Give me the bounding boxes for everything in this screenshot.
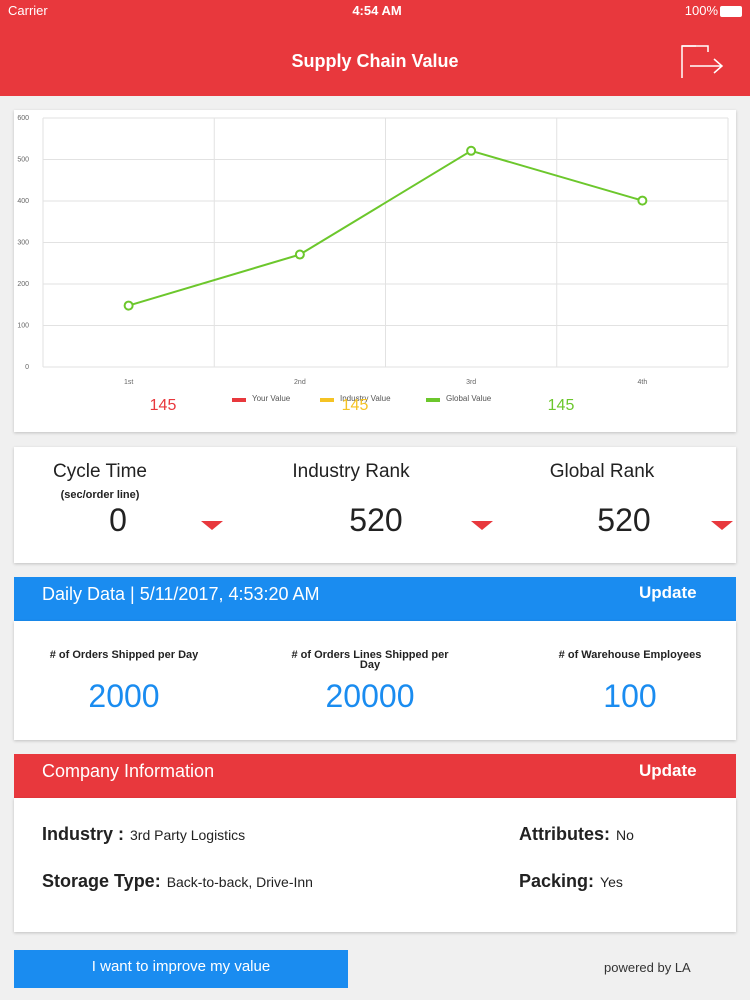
daily-value: 2000 xyxy=(88,678,160,714)
legend-label: Your Value xyxy=(252,394,291,403)
x-tick-label: 2nd xyxy=(294,379,306,386)
trend-arrow xyxy=(711,521,733,530)
y-tick-label: 400 xyxy=(17,198,29,205)
carrier: Carrier xyxy=(8,3,48,18)
company-field: Packing: Yes xyxy=(519,871,623,892)
series-summary: 145 xyxy=(342,397,369,414)
field-label: Industry : xyxy=(42,824,125,844)
trend-arrow xyxy=(471,521,493,530)
metric-title: Industry Rank xyxy=(292,461,410,482)
y-tick-label: 600 xyxy=(17,115,29,122)
header-bar xyxy=(0,0,750,96)
legend-swatch xyxy=(232,398,246,402)
metric-title: Global Rank xyxy=(549,461,655,482)
daily-label: # of Orders Lines Shipped per Day xyxy=(291,649,449,671)
legend-label: Industry Value xyxy=(340,394,391,403)
company-field: Attributes: No xyxy=(519,824,634,845)
point xyxy=(637,195,648,206)
powered-by: powered by LA xyxy=(604,960,691,975)
field-label: Attributes: xyxy=(519,824,610,844)
chart-card: 0 100 200 300 400 500 600 1st 2nd 3rd 4th Your Valu… xyxy=(14,110,736,432)
field-value: Yes xyxy=(600,874,623,890)
legend-swatch xyxy=(320,398,334,402)
trend-arrow xyxy=(201,521,223,530)
point xyxy=(294,249,305,260)
daily-value: 20000 xyxy=(325,678,415,714)
y-tick-label: 300 xyxy=(17,239,29,246)
series-line xyxy=(128,149,643,307)
chart: 0 100 200 300 400 500 600 1st 2nd 3rd 4th Your Valu… xyxy=(17,115,729,414)
legend-swatch xyxy=(426,398,440,402)
y-tick-label: 500 xyxy=(17,156,29,163)
company-update[interactable]: Update xyxy=(639,761,697,780)
x-tick-label: 3rd xyxy=(466,379,476,386)
point xyxy=(466,145,477,156)
metric-value: 0 xyxy=(109,502,127,538)
x-tick-label: 4th xyxy=(638,379,648,386)
page-title: Supply Chain Value xyxy=(291,51,459,71)
daily-header xyxy=(14,577,736,621)
field-value: No xyxy=(616,827,634,843)
clock: 4:54 AM xyxy=(352,3,402,18)
series-summary: 145 xyxy=(548,397,575,414)
battery: 100% xyxy=(684,3,718,18)
series-summary: 145 xyxy=(150,397,177,414)
daily-update[interactable]: Update xyxy=(639,583,697,602)
battery-icon xyxy=(720,6,742,17)
company-card: Industry : 3rd Party Logistics Attributes:… xyxy=(14,798,736,932)
field-label: Packing: xyxy=(519,871,595,891)
metric-value: 520 xyxy=(597,502,651,538)
legend-label: Global Value xyxy=(446,394,492,403)
daily-value: 100 xyxy=(603,678,657,714)
metric-value: 520 xyxy=(349,502,403,538)
field-value: 3rd Party Logistics xyxy=(130,827,246,843)
y-tick-label: 100 xyxy=(17,322,29,329)
point xyxy=(123,300,134,311)
y-tick-label: 200 xyxy=(17,281,29,288)
company-header xyxy=(14,754,736,798)
company-title: Company Information xyxy=(42,761,215,781)
logout-icon[interactable] xyxy=(678,44,726,80)
metric-subtitle: (sec/order line) xyxy=(60,489,140,501)
metrics-card: Cycle Time (sec/order line) 0 Industry Rank… xyxy=(14,447,736,563)
metric-title: Cycle Time xyxy=(53,461,147,482)
field-value: Back-to-back, Drive-Inn xyxy=(166,874,313,890)
daily-label: # of Orders Shipped per Day xyxy=(49,649,199,661)
improve-button[interactable]: I want to improve my value xyxy=(14,950,348,988)
x-tick-label: 1st xyxy=(124,379,133,386)
y-tick-label: 0 xyxy=(25,364,29,371)
company-field: Industry : 3rd Party Logistics xyxy=(42,824,245,845)
daily-label: # of Warehouse Employees xyxy=(558,649,702,661)
field-label: Storage Type: xyxy=(42,871,161,891)
daily-title: Daily Data | 5/11/2017, 4:53:20 AM xyxy=(42,584,320,604)
daily-card: # of Orders Shipped per Day 2000 # of Orde… xyxy=(14,621,736,740)
company-field: Storage Type: Back-to-back, Drive-Inn xyxy=(42,871,313,892)
